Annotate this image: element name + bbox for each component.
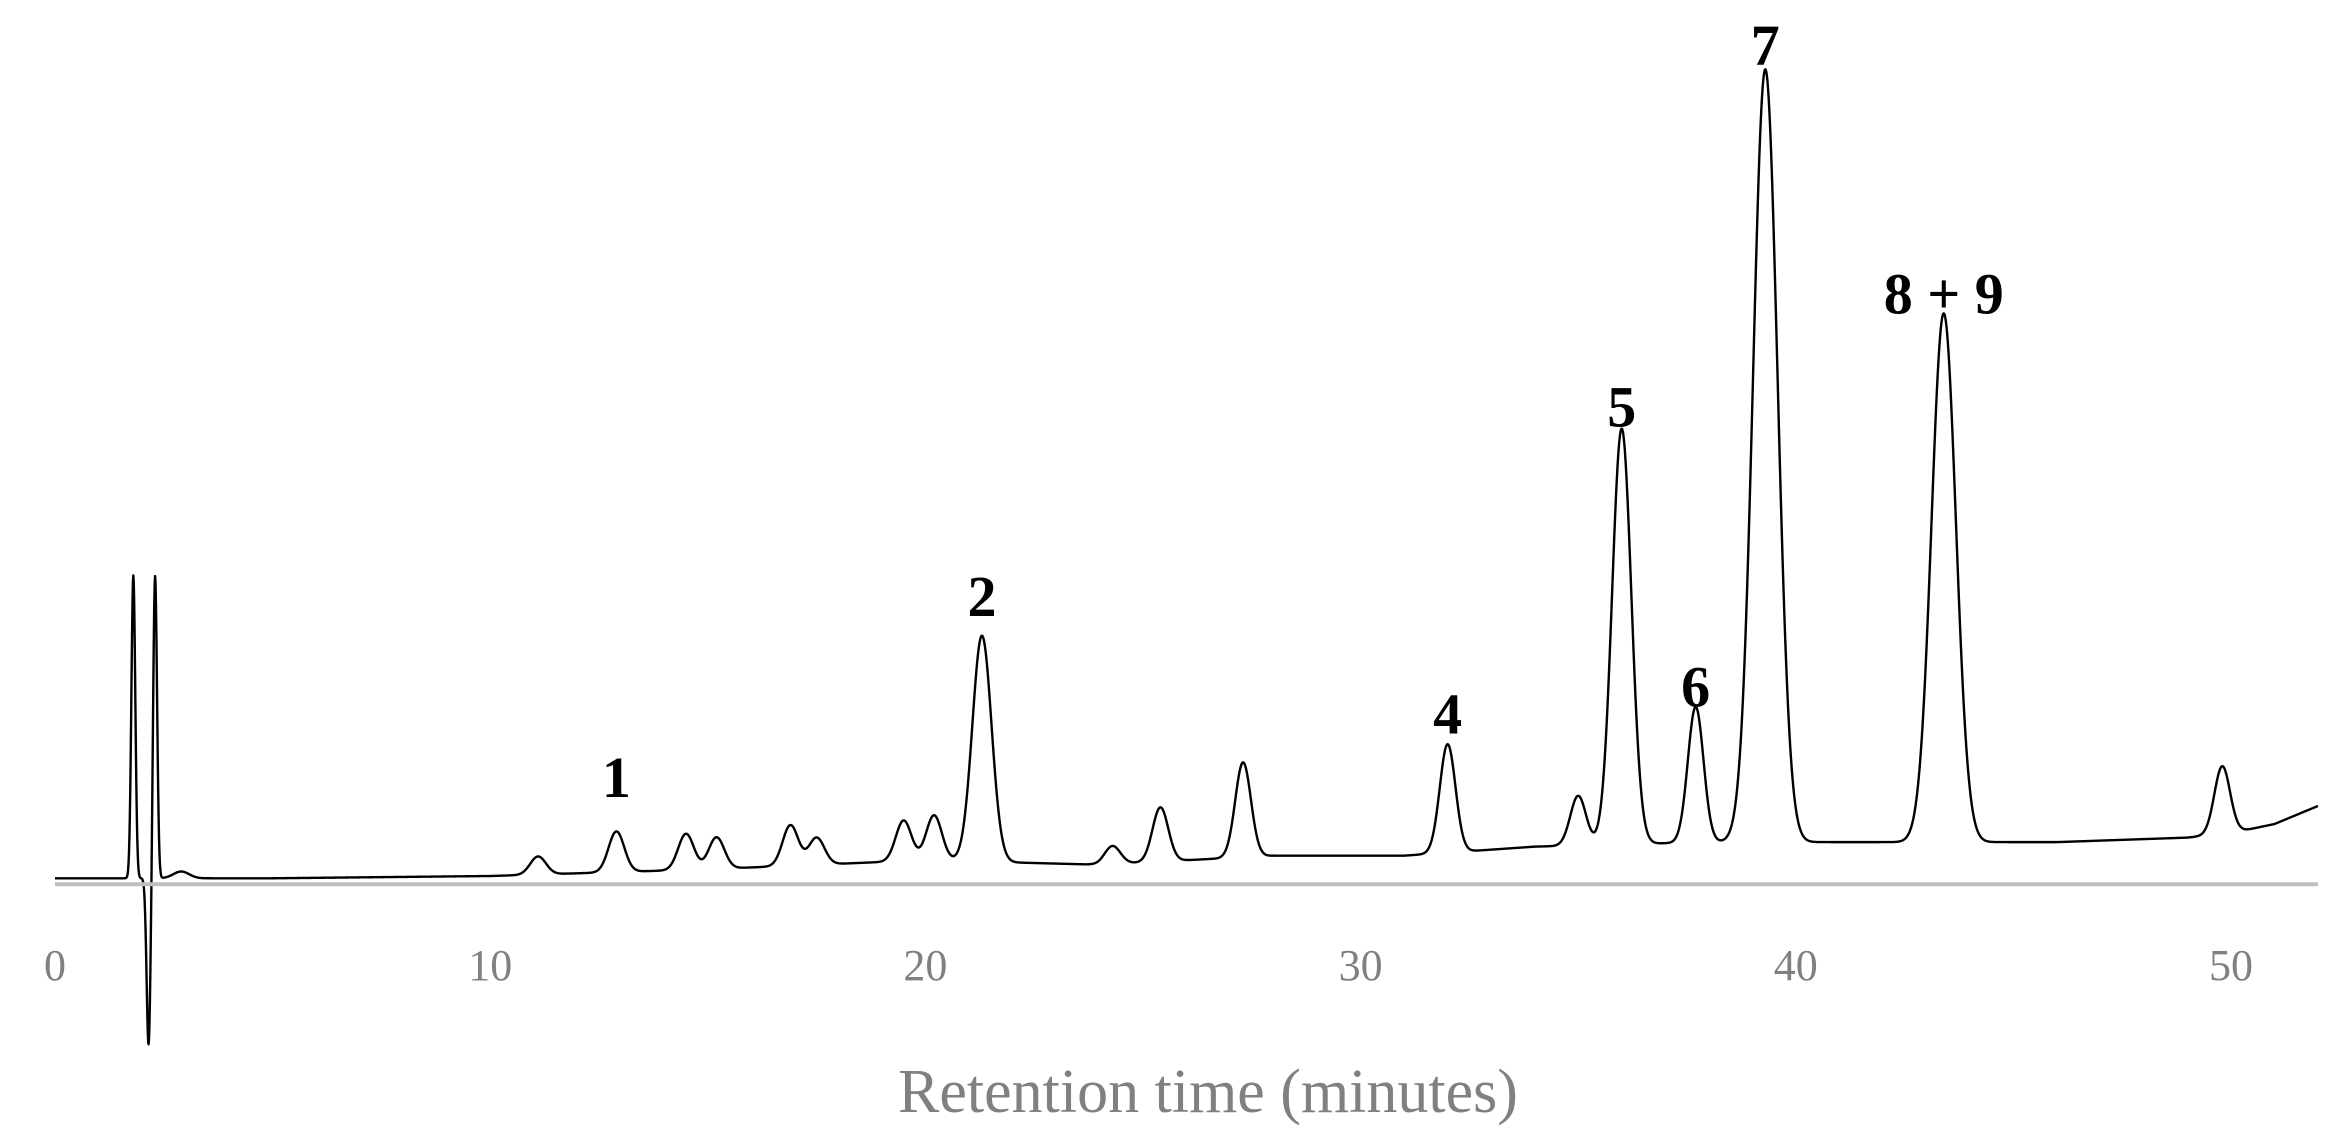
- peak-label: 5: [1607, 374, 1636, 439]
- x-axis-title: Retention time (minutes): [898, 1058, 1518, 1126]
- trace-layer: [54, 68, 2319, 1046]
- x-tick-labels: 0 10 20 30 40 50: [44, 941, 2253, 990]
- peak-label: 1: [602, 745, 631, 810]
- peak-annotations: 1 2 4 5 6 7 8 + 9: [602, 13, 2004, 810]
- x-tick-label: 30: [1339, 941, 1383, 990]
- peak-label: 2: [967, 564, 996, 629]
- x-tick-label: 20: [903, 941, 947, 990]
- chromatogram-trace: [54, 68, 2319, 1046]
- x-tick-label: 0: [44, 941, 66, 990]
- peak-label: 6: [1681, 655, 1710, 720]
- x-tick-label: 10: [468, 941, 512, 990]
- peak-label: 7: [1751, 13, 1780, 78]
- peak-label: 4: [1433, 682, 1462, 747]
- x-tick-label: 50: [2209, 941, 2253, 990]
- x-tick-label: 40: [1774, 941, 1818, 990]
- peak-label: 8 + 9: [1884, 261, 2004, 326]
